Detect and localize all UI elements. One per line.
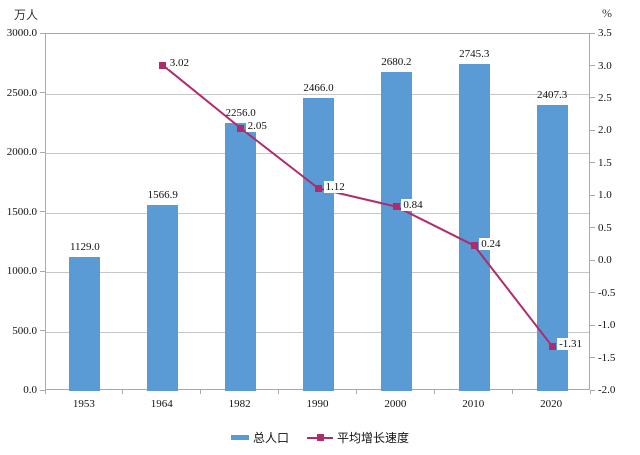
- population-bar: [147, 204, 179, 391]
- population-bar: [225, 122, 257, 391]
- x-axis-tickmark: [355, 390, 357, 394]
- right-axis-tick-label: -0.5: [598, 286, 616, 299]
- left-axis-tick-label: 0.0: [23, 384, 37, 396]
- left-axis-tick-label: 2500.0: [6, 86, 37, 99]
- population-bar: [69, 256, 101, 391]
- population-bar: [380, 72, 412, 391]
- x-axis-category-label: 1964: [150, 398, 173, 410]
- left-axis-tick-label: 1000.0: [6, 265, 37, 277]
- left-axis-title: 万人: [14, 8, 39, 22]
- line-value-label: 0.84: [401, 198, 425, 211]
- right-axis-tickmark: [590, 292, 595, 294]
- line-value-label: 1.12: [323, 180, 347, 193]
- right-axis-tick-label: 1.5: [598, 156, 612, 169]
- right-axis-tickmark: [590, 32, 595, 34]
- x-axis-category-label: 1953: [72, 398, 95, 410]
- left-axis-tickmark: [40, 32, 45, 34]
- right-axis-tick-label: -1.0: [598, 319, 616, 332]
- x-axis-tickmark: [433, 390, 435, 394]
- right-axis-tickmark: [590, 162, 595, 164]
- line-value-label: 0.24: [479, 237, 503, 250]
- right-axis-tickmark: [590, 324, 595, 326]
- x-axis-category-label: 2010: [462, 398, 485, 410]
- left-axis-tick-label: 2000.0: [6, 146, 37, 158]
- line-marker: [237, 124, 245, 132]
- right-axis-tick-label: 0.0: [598, 254, 612, 267]
- right-axis-tick-label: -2.0: [598, 384, 616, 396]
- right-axis-tickmark: [590, 227, 595, 229]
- line-value-label: 2.05: [245, 120, 269, 133]
- line-marker: [392, 203, 400, 211]
- left-axis-tickmark: [40, 211, 45, 212]
- x-axis-tickmark: [589, 390, 591, 394]
- bar-value-label: 2256.0: [225, 106, 256, 119]
- x-axis-tickmark: [511, 390, 513, 394]
- left-axis-tickmark: [40, 92, 45, 93]
- left-axis-tickmark: [40, 151, 45, 153]
- line-marker: [470, 242, 478, 250]
- x-axis-category-label: 2000: [384, 398, 407, 410]
- bar-value-label: 1129.0: [69, 240, 100, 253]
- x-axis-tickmark: [44, 390, 46, 394]
- right-axis-tickmark: [590, 194, 595, 196]
- left-axis-tick-label: 1500.0: [6, 205, 37, 218]
- legend-item-total-population: 总人口: [230, 429, 289, 446]
- bar-series-swatch-icon: [230, 435, 249, 440]
- line-marker: [315, 185, 322, 192]
- right-axis-tickmark: [590, 129, 595, 131]
- population-bar: [458, 64, 490, 391]
- right-axis-title: %: [602, 6, 612, 20]
- right-axis-tick-label: 3.5: [598, 27, 612, 39]
- right-axis-tickmark: [590, 389, 595, 391]
- right-axis-tick-label: 2.5: [598, 91, 612, 104]
- gridline: [46, 93, 589, 95]
- legend-label-growth-rate: 平均增长速度: [337, 431, 410, 445]
- left-axis-tickmark: [40, 389, 45, 391]
- x-axis-category-label: 2020: [540, 398, 563, 410]
- right-axis-tick-label: 0.5: [598, 221, 612, 234]
- left-axis-tickmark: [40, 270, 45, 272]
- left-axis-tickmark: [40, 330, 45, 331]
- right-axis-tickmark: [590, 97, 595, 99]
- right-axis-tick-label: -1.5: [598, 351, 616, 364]
- line-series-swatch-icon: [307, 434, 333, 441]
- bar-value-label: 1566.9: [147, 188, 178, 201]
- legend-label-total-population: 总人口: [252, 431, 289, 445]
- line-value-label: 3.02: [167, 57, 192, 70]
- right-axis-tickmark: [590, 65, 595, 66]
- right-axis-tick-label: 3.0: [598, 59, 612, 72]
- left-axis-tick-label: 500.0: [12, 324, 37, 337]
- bar-value-label: 2680.2: [381, 56, 412, 69]
- left-axis-tick-label: 3000.0: [6, 27, 37, 39]
- bar-value-label: 2466.0: [303, 81, 334, 94]
- line-marker: [159, 61, 167, 69]
- bar-value-label: 2407.3: [536, 88, 568, 101]
- x-axis-tickmark: [200, 390, 202, 394]
- x-axis-category-label: 1990: [306, 398, 329, 410]
- right-axis-tickmark: [590, 259, 595, 261]
- line-marker: [548, 342, 556, 350]
- x-axis-tickmark: [122, 390, 124, 394]
- plot-area: 1129.0 1566.9 2256.0 2466.0 2680.2 2745.3 2407…: [45, 33, 590, 391]
- right-axis-tick-label: 1.0: [598, 189, 612, 202]
- x-axis-category-label: 1982: [228, 398, 251, 410]
- right-axis-tick-label: 2.0: [598, 124, 612, 137]
- population-bar: [303, 97, 334, 391]
- right-axis-tickmark: [590, 357, 595, 358]
- legend-item-growth-rate: 平均增长速度: [307, 429, 409, 446]
- line-value-label: -1.31: [557, 338, 585, 351]
- legend: 总人口 平均增长速度: [0, 429, 640, 446]
- bar-value-label: 2745.3: [459, 48, 490, 61]
- x-axis-tickmark: [278, 390, 280, 394]
